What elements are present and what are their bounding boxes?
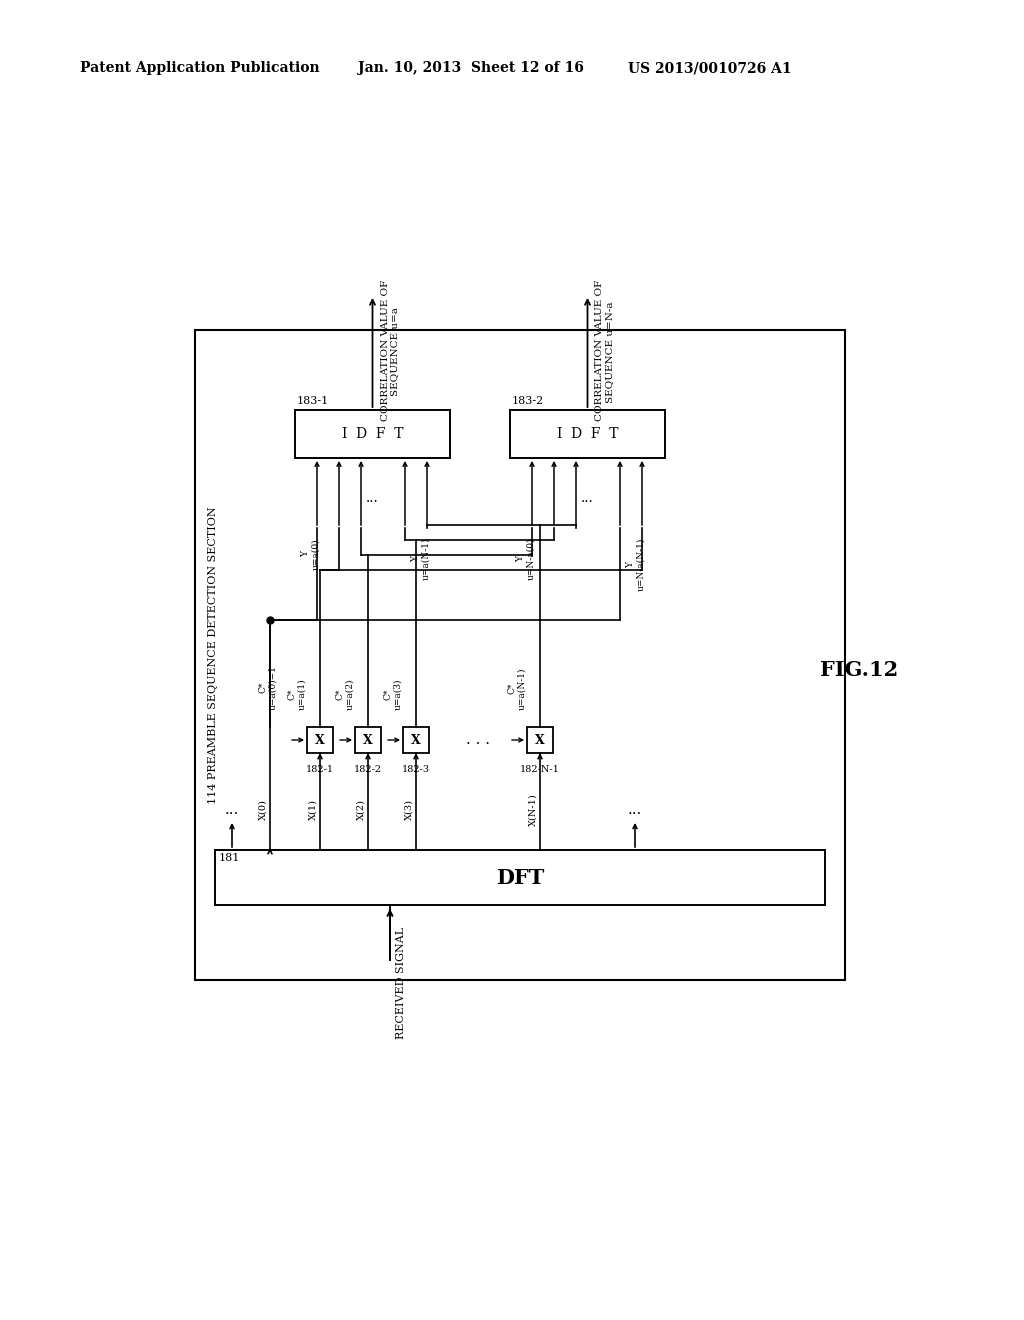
Bar	[355, 727, 381, 752]
Text: X: X	[536, 734, 545, 747]
Text: 183-2: 183-2	[512, 396, 544, 407]
Text: 182-2: 182-2	[354, 766, 382, 774]
Text: I  D  F  T: I D F T	[342, 426, 403, 441]
Text: X: X	[315, 734, 325, 747]
Text: 181: 181	[219, 853, 241, 863]
Bar	[195, 330, 845, 979]
Text: Y
u=N-a(0): Y u=N-a(0)	[516, 539, 536, 581]
Text: CORRELATION VALUE OF: CORRELATION VALUE OF	[596, 280, 604, 421]
Text: C*
u=a(0)=1: C* u=a(0)=1	[258, 665, 278, 710]
Text: C*
u=a(3): C* u=a(3)	[383, 678, 402, 710]
Bar	[215, 850, 825, 906]
Text: 114 PREAMBLE SEQUENCE DETECTION SECTION: 114 PREAMBLE SEQUENCE DETECTION SECTION	[208, 506, 218, 804]
Text: CORRELATION VALUE OF: CORRELATION VALUE OF	[381, 280, 389, 421]
Text: X: X	[364, 734, 373, 747]
Text: 182-3: 182-3	[402, 766, 430, 774]
Text: X(2): X(2)	[356, 800, 366, 821]
Bar	[295, 411, 450, 458]
Text: C*
u=a(1): C* u=a(1)	[288, 678, 307, 710]
Text: I  D  F  T: I D F T	[557, 426, 618, 441]
Text: ...: ...	[581, 491, 593, 506]
Bar	[527, 727, 553, 752]
Text: X(N-1): X(N-1)	[528, 793, 538, 826]
Bar	[307, 727, 333, 752]
Text: ...: ...	[366, 491, 379, 506]
Text: ...: ...	[225, 803, 240, 817]
Text: Y
u=a(0): Y u=a(0)	[301, 539, 321, 570]
Text: X(3): X(3)	[404, 800, 414, 821]
Text: ...: ...	[628, 803, 642, 817]
Text: Y
u=N-a(N-1): Y u=N-a(N-1)	[627, 539, 646, 591]
Text: 182-N-1: 182-N-1	[520, 766, 560, 774]
Text: Y
u=a(N-1): Y u=a(N-1)	[412, 539, 431, 581]
Text: FIG.12: FIG.12	[820, 660, 898, 680]
Text: SEQUENCE u=N-a: SEQUENCE u=N-a	[605, 301, 614, 403]
Text: Patent Application Publication: Patent Application Publication	[80, 61, 319, 75]
Text: . . .: . . .	[466, 733, 490, 747]
Text: C*
u=a(N-1): C* u=a(N-1)	[507, 668, 526, 710]
Text: DFT: DFT	[496, 867, 544, 887]
Text: X(1): X(1)	[308, 800, 317, 821]
Text: C*
u=a(2): C* u=a(2)	[335, 678, 354, 710]
Text: US 2013/0010726 A1: US 2013/0010726 A1	[628, 61, 792, 75]
Bar	[510, 411, 665, 458]
Bar	[403, 727, 429, 752]
Text: 183-1: 183-1	[297, 396, 330, 407]
Text: 182-1: 182-1	[306, 766, 334, 774]
Text: RECEIVED SIGNAL: RECEIVED SIGNAL	[396, 927, 406, 1039]
Text: X(0): X(0)	[258, 800, 267, 821]
Text: SEQUENCE u=a: SEQUENCE u=a	[390, 308, 399, 396]
Text: Jan. 10, 2013  Sheet 12 of 16: Jan. 10, 2013 Sheet 12 of 16	[358, 61, 584, 75]
Text: X: X	[411, 734, 421, 747]
